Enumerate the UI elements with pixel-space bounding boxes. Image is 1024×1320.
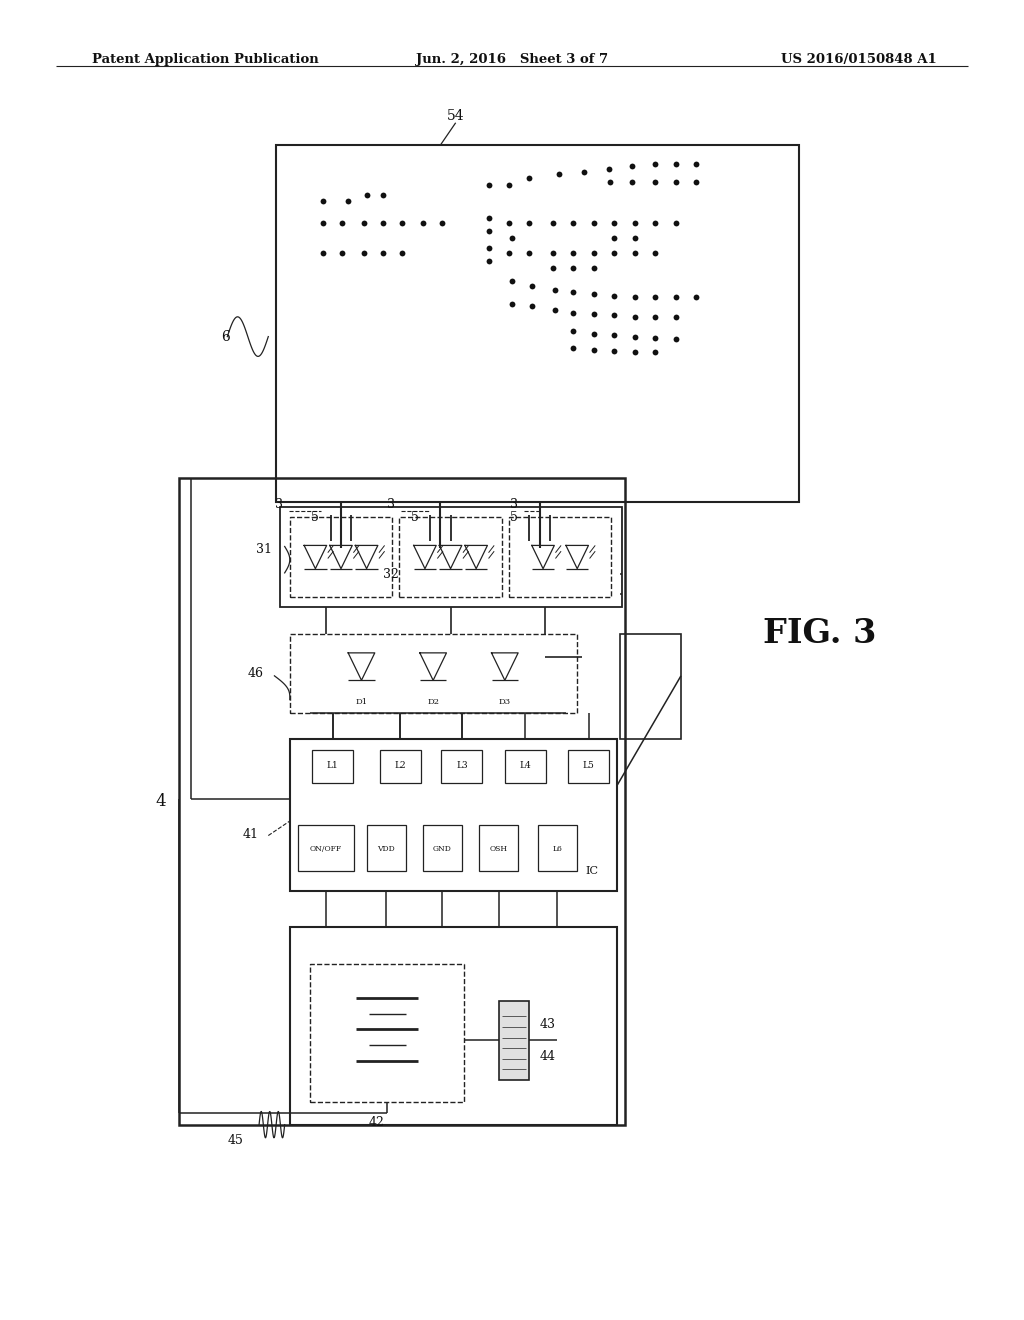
Text: 5: 5 bbox=[411, 511, 419, 524]
Text: 31: 31 bbox=[256, 543, 272, 556]
Text: L4: L4 bbox=[519, 762, 531, 770]
Bar bbox=[298, 825, 354, 871]
Text: 3: 3 bbox=[387, 498, 395, 511]
Text: 42: 42 bbox=[369, 1115, 385, 1129]
Text: US 2016/0150848 A1: US 2016/0150848 A1 bbox=[781, 53, 937, 66]
Text: L6: L6 bbox=[552, 845, 562, 853]
Bar bbox=[276, 145, 799, 502]
Text: L2: L2 bbox=[394, 762, 407, 770]
Text: 3: 3 bbox=[510, 498, 518, 511]
Bar bbox=[568, 750, 609, 783]
Bar bbox=[312, 750, 353, 783]
Bar bbox=[441, 750, 482, 783]
Bar bbox=[280, 507, 622, 607]
Bar bbox=[509, 517, 611, 597]
Text: VDD: VDD bbox=[377, 845, 395, 853]
Text: D2: D2 bbox=[427, 698, 439, 706]
Text: IC: IC bbox=[586, 866, 598, 876]
Text: D3: D3 bbox=[499, 698, 511, 706]
Text: 32: 32 bbox=[383, 568, 399, 581]
Text: 45: 45 bbox=[227, 1134, 244, 1147]
Text: 5: 5 bbox=[311, 511, 319, 524]
Bar bbox=[290, 634, 577, 713]
Bar bbox=[505, 750, 546, 783]
Text: 54: 54 bbox=[446, 110, 465, 123]
Text: Patent Application Publication: Patent Application Publication bbox=[92, 53, 318, 66]
Bar bbox=[399, 517, 502, 597]
Bar bbox=[538, 825, 577, 871]
Text: 44: 44 bbox=[540, 1049, 556, 1063]
Text: 4: 4 bbox=[156, 793, 166, 809]
Text: L1: L1 bbox=[327, 762, 339, 770]
Bar bbox=[290, 517, 392, 597]
Bar bbox=[310, 964, 464, 1102]
Bar bbox=[620, 634, 681, 739]
Bar bbox=[380, 750, 421, 783]
Bar bbox=[499, 1001, 529, 1080]
Bar bbox=[423, 825, 462, 871]
Text: 46: 46 bbox=[248, 667, 264, 680]
Text: L3: L3 bbox=[456, 762, 468, 770]
Text: L5: L5 bbox=[583, 762, 595, 770]
Bar bbox=[479, 825, 518, 871]
Text: 6: 6 bbox=[221, 330, 229, 343]
Text: GND: GND bbox=[433, 845, 452, 853]
Text: D1: D1 bbox=[355, 698, 368, 706]
Bar bbox=[179, 478, 625, 1125]
Text: 3: 3 bbox=[274, 498, 283, 511]
Text: 41: 41 bbox=[243, 828, 259, 841]
Bar bbox=[367, 825, 406, 871]
Text: Jun. 2, 2016   Sheet 3 of 7: Jun. 2, 2016 Sheet 3 of 7 bbox=[416, 53, 608, 66]
Text: OSH: OSH bbox=[489, 845, 508, 853]
Text: 43: 43 bbox=[540, 1018, 556, 1031]
Bar bbox=[290, 739, 617, 891]
Text: FIG. 3: FIG. 3 bbox=[763, 618, 876, 651]
Text: 5: 5 bbox=[510, 511, 518, 524]
Bar bbox=[290, 927, 617, 1125]
Text: ON/OFF: ON/OFF bbox=[310, 845, 342, 853]
